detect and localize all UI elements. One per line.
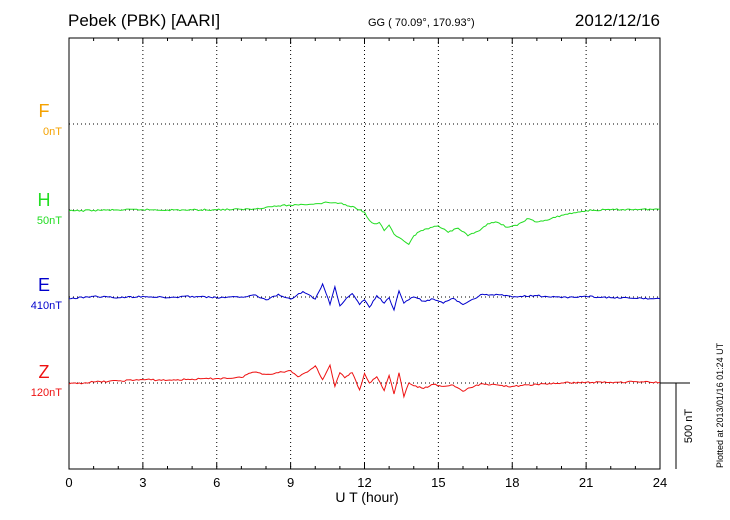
series-e-label: E <box>38 275 50 295</box>
x-tick-label: 3 <box>139 475 146 490</box>
x-tick-label: 12 <box>357 475 371 490</box>
series-h-offset: 50nT <box>37 215 62 227</box>
series-e-offset: 410nT <box>31 300 62 312</box>
series-lines <box>68 201 661 399</box>
series-e-line <box>68 282 661 312</box>
series-h-line <box>68 201 661 246</box>
x-axis-tick-labels: 0 3 6 9 12 15 18 21 24 <box>65 475 667 490</box>
x-tick-label: 21 <box>579 475 593 490</box>
x-tick-label: 9 <box>287 475 294 490</box>
x-tick-label: 24 <box>653 475 667 490</box>
series-z-offset: 120nT <box>31 387 62 399</box>
series-f-offset: 0nT <box>43 126 62 138</box>
grid <box>69 38 660 469</box>
x-tick-label: 15 <box>431 475 445 490</box>
series-h-label: H <box>38 190 51 210</box>
station-coordinates: GG ( 70.09°, 170.93°) <box>368 17 475 29</box>
x-tick-label: 6 <box>213 475 220 490</box>
series-z-label: Z <box>39 362 50 382</box>
series-f-label: F <box>39 101 50 121</box>
scale-bar: 500 nT <box>660 382 695 469</box>
x-tick-label: 0 <box>65 475 72 490</box>
x-axis-ticks <box>68 38 661 469</box>
series-labels: F 0nT H 50nT E 410nT Z 120nT <box>31 101 62 399</box>
plot-date: 2012/12/16 <box>574 11 660 30</box>
x-tick-label: 18 <box>505 475 519 490</box>
series-z-line <box>68 363 661 399</box>
scale-bar-label: 500 nT <box>683 409 695 444</box>
plotted-at-note: Plotted at 2013/01/16 01:24 UT <box>715 342 725 468</box>
station-title: Pebek (PBK) [AARI] <box>68 11 221 30</box>
x-axis-label: U T (hour) <box>335 489 398 505</box>
